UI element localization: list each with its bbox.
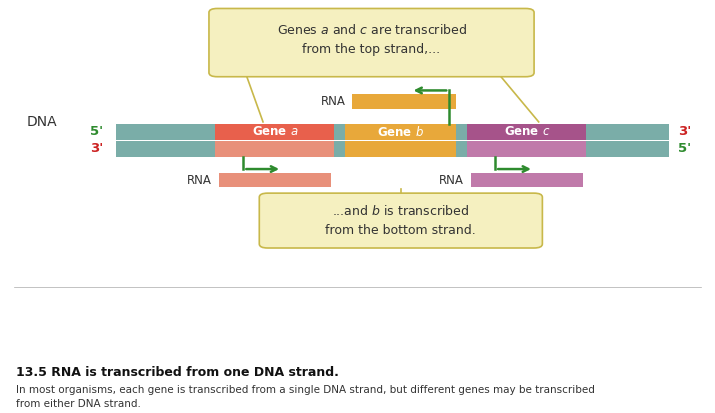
Text: Gene $b$: Gene $b$	[378, 125, 424, 139]
Bar	[345, 141, 456, 157]
Bar	[470, 173, 583, 187]
Bar	[352, 95, 456, 109]
Text: In most organisms, each gene is transcribed from a single DNA strand, but differ: In most organisms, each gene is transcri…	[16, 385, 595, 409]
Text: DNA: DNA	[27, 114, 57, 128]
Text: ...and $b$ is transcribed
from the bottom strand.: ...and $b$ is transcribed from the botto…	[325, 204, 476, 237]
FancyBboxPatch shape	[209, 9, 534, 77]
Bar	[215, 123, 335, 140]
Text: 3': 3'	[90, 142, 103, 155]
Bar	[468, 141, 586, 157]
Text: Genes $a$ and $c$ are transcribed
from the top strand,...: Genes $a$ and $c$ are transcribed from t…	[277, 24, 466, 57]
Text: Gene $c$: Gene $c$	[503, 125, 550, 138]
Text: 5': 5'	[90, 125, 103, 138]
Text: 5': 5'	[678, 142, 691, 155]
FancyBboxPatch shape	[260, 193, 543, 248]
Bar	[345, 123, 456, 140]
Text: RNA: RNA	[187, 173, 212, 187]
Text: 13.5 RNA is transcribed from one DNA strand.: 13.5 RNA is transcribed from one DNA str…	[16, 366, 339, 378]
Bar	[219, 173, 331, 187]
Bar	[215, 141, 335, 157]
Bar	[116, 123, 669, 140]
Text: RNA: RNA	[439, 173, 464, 187]
Bar	[116, 141, 669, 157]
Text: Gene $a$: Gene $a$	[252, 125, 298, 138]
Text: 3': 3'	[678, 125, 691, 138]
Bar	[468, 123, 586, 140]
Text: RNA: RNA	[320, 95, 345, 108]
